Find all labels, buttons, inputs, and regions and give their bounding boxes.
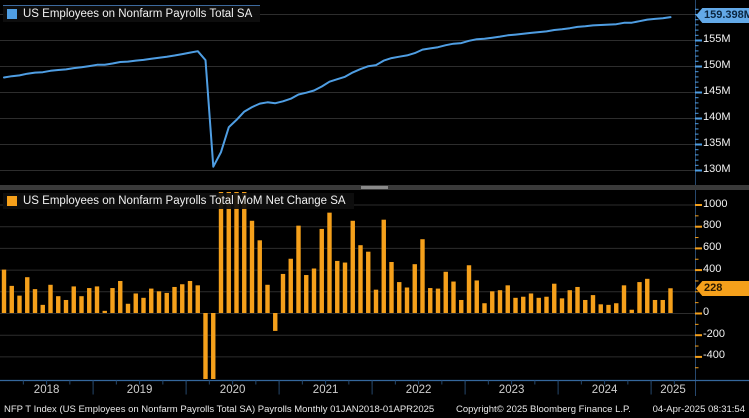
x-tick-label-year: 2024 [591,384,618,396]
y-tick-label-bottom: 400 [703,262,722,275]
status-left-text: NFP T Index (US Employees on Nonfarm Pay… [4,404,435,415]
x-tick-label-year: 2020 [219,384,246,396]
y-tick-label-top: 135M [703,137,731,149]
y-tick-label-bottom: 600 [703,240,722,253]
y-tick-label-bottom: -400 [703,349,726,362]
x-tick-label-year: 2022 [405,384,432,396]
status-bar: NFP T Index (US Employees on Nonfarm Pay… [0,401,749,418]
x-tick-label-year: 2021 [312,384,339,396]
x-tick-label-year: 2019 [126,384,153,396]
last-value-badge-top: 159.398M [696,8,749,23]
y-tick-label-top: 155M [703,33,731,45]
y-tick-label-bottom: -200 [703,327,726,340]
gridlines [0,14,695,358]
bar-series-swatch-icon [7,196,17,206]
x-tick-label-year: 2023 [498,384,525,396]
status-right-text: 04-Apr-2025 08:31:54 [652,404,745,415]
bottom-legend-label: US Employees on Nonfarm Payrolls Total M… [23,195,346,207]
x-tick-label-year: 2018 [33,384,60,396]
line-series [3,16,672,168]
status-center-text: Copyright© 2025 Bloomberg Finance L.P. [455,404,631,415]
y-tick-label-bottom: 1000 [703,197,728,210]
top-legend-label: US Employees on Nonfarm Payrolls Total S… [23,8,253,20]
y-tick-label-top: 150M [703,59,731,71]
last-value-badge-bottom: 228 [696,281,749,296]
y-tick-label-top: 140M [703,111,731,123]
bottom-legend[interactable]: US Employees on Nonfarm Payrolls Total M… [3,193,354,209]
y-tick-label-top: 130M [703,163,731,175]
x-tick-label-year: 2025 [660,384,686,396]
bar-series [1,192,673,379]
top-legend[interactable]: US Employees on Nonfarm Payrolls Total S… [3,5,261,22]
x-axis-ticks [22,380,675,395]
line-series-swatch-icon [7,9,17,19]
y-tick-label-top: 145M [703,85,731,97]
divider-drag-handle-icon[interactable] [361,186,388,189]
axis-tick-marks [695,8,702,369]
y-tick-label-bottom: 0 [703,306,710,318]
panel-divider[interactable] [0,185,749,190]
y-tick-label-bottom: 800 [703,219,722,232]
